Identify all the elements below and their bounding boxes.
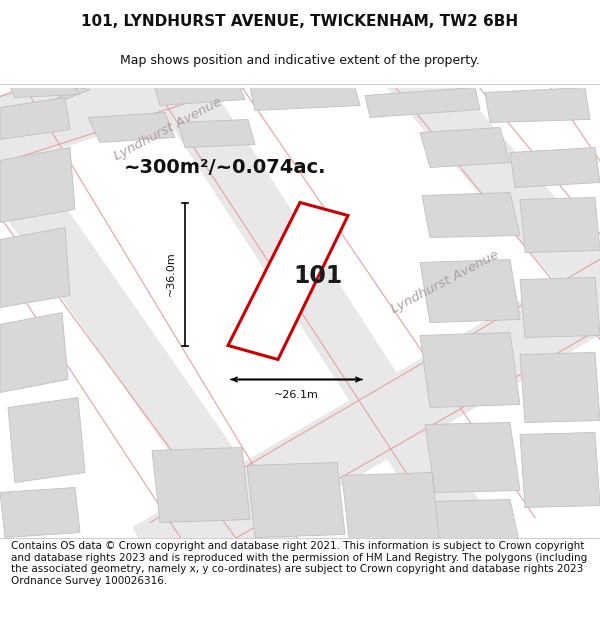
Polygon shape bbox=[20, 88, 90, 118]
Polygon shape bbox=[0, 0, 441, 181]
Polygon shape bbox=[8, 398, 85, 482]
Polygon shape bbox=[0, 312, 68, 392]
Polygon shape bbox=[420, 127, 510, 168]
Text: Lyndhurst Avenue: Lyndhurst Avenue bbox=[389, 249, 501, 316]
Polygon shape bbox=[520, 352, 600, 422]
Text: Contains OS data © Crown copyright and database right 2021. This information is : Contains OS data © Crown copyright and d… bbox=[11, 541, 587, 586]
Polygon shape bbox=[520, 198, 600, 252]
Polygon shape bbox=[250, 88, 360, 111]
Polygon shape bbox=[342, 472, 440, 548]
Polygon shape bbox=[10, 88, 80, 98]
Polygon shape bbox=[152, 448, 250, 522]
Polygon shape bbox=[0, 228, 70, 308]
Polygon shape bbox=[420, 332, 520, 408]
Text: ~26.1m: ~26.1m bbox=[274, 391, 319, 401]
Polygon shape bbox=[178, 119, 255, 148]
Text: ~300m²/~0.074ac.: ~300m²/~0.074ac. bbox=[124, 158, 326, 177]
Polygon shape bbox=[88, 112, 175, 142]
Polygon shape bbox=[0, 488, 80, 538]
Polygon shape bbox=[155, 88, 245, 106]
Polygon shape bbox=[428, 499, 520, 548]
Polygon shape bbox=[520, 432, 600, 508]
Polygon shape bbox=[228, 202, 348, 359]
Polygon shape bbox=[359, 19, 600, 436]
Polygon shape bbox=[422, 192, 520, 238]
Polygon shape bbox=[420, 259, 520, 322]
Polygon shape bbox=[425, 422, 520, 492]
Polygon shape bbox=[0, 98, 70, 139]
Polygon shape bbox=[510, 148, 600, 188]
Polygon shape bbox=[133, 217, 600, 588]
Text: 101, LYNDHURST AVENUE, TWICKENHAM, TW2 6BH: 101, LYNDHURST AVENUE, TWICKENHAM, TW2 6… bbox=[82, 14, 518, 29]
Text: Map shows position and indicative extent of the property.: Map shows position and indicative extent… bbox=[120, 54, 480, 68]
Polygon shape bbox=[0, 102, 313, 593]
Polygon shape bbox=[247, 462, 345, 538]
Polygon shape bbox=[520, 278, 600, 338]
Text: ~36.0m: ~36.0m bbox=[166, 252, 176, 296]
Polygon shape bbox=[485, 88, 590, 122]
Polygon shape bbox=[0, 148, 75, 222]
Polygon shape bbox=[365, 88, 480, 118]
Text: Lyndhurst Avenue: Lyndhurst Avenue bbox=[112, 96, 224, 163]
Polygon shape bbox=[137, 42, 513, 583]
Text: 101: 101 bbox=[294, 264, 343, 288]
